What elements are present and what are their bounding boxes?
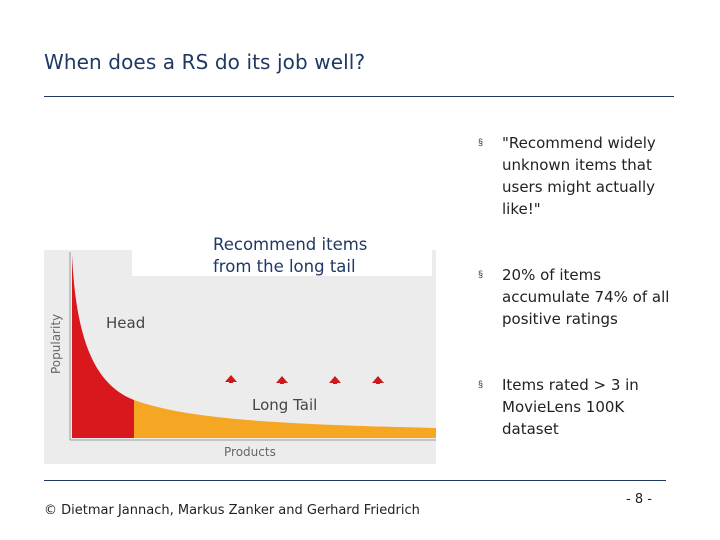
bullet-text: 20% of items accumulate 74% of all posit… (502, 266, 670, 328)
bullet-text: Items rated > 3 in MovieLens 100K datase… (502, 376, 639, 438)
bullet-text: "Recommend widely unknown items that use… (502, 134, 656, 218)
callout-line-1: Recommend items (213, 235, 368, 254)
footer-divider (44, 480, 666, 481)
title-divider (44, 96, 674, 97)
head-area (72, 254, 134, 438)
bullet-marker-icon: § (478, 379, 484, 389)
arrow-marker (372, 376, 384, 384)
arrow-marker (276, 376, 288, 384)
long-tail-callout: Recommend items from the long tail (213, 234, 367, 278)
callout-backdrop (132, 236, 432, 276)
bullet-marker-icon: § (478, 137, 484, 147)
head-label: Head (106, 314, 145, 332)
long-tail-figure: Head Long Tail Products Popularity (44, 236, 436, 464)
arrow-marker (225, 375, 237, 383)
y-axis-label: Popularity (49, 314, 63, 374)
callout-line-2: from the long tail (213, 257, 356, 276)
bullet-marker-icon: § (478, 269, 484, 279)
tail-area (134, 400, 436, 438)
copyright-text: © Dietmar Jannach, Markus Zanker and Ger… (44, 503, 420, 518)
slide-title: When does a RS do its job well? (44, 50, 366, 74)
x-axis-label: Products (224, 445, 276, 459)
page-number: - 8 - (626, 492, 652, 507)
arrow-marker (329, 376, 341, 384)
long-tail-label: Long Tail (252, 396, 317, 414)
